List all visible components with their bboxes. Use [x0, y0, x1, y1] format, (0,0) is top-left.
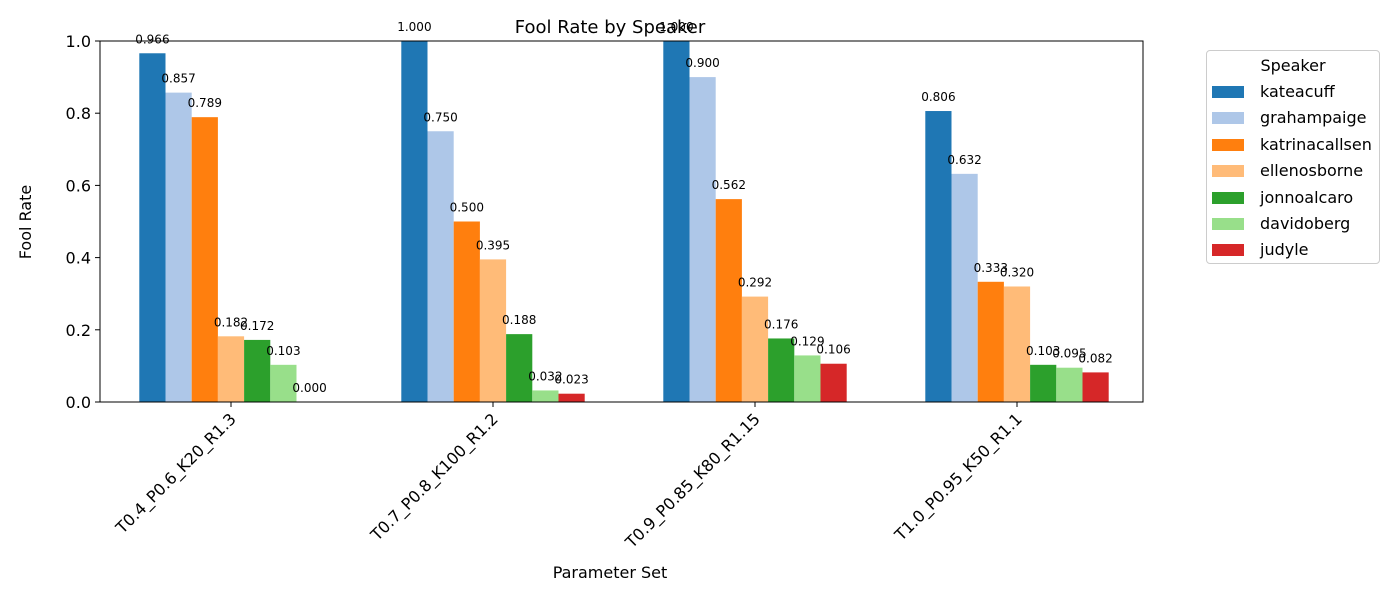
value-label-kateacuff-2: 1.000: [397, 20, 431, 34]
legend-swatch: [1212, 218, 1244, 230]
y-tick-label: 0.6: [66, 176, 91, 195]
legend-item-judyle: judyle: [1212, 240, 1377, 262]
value-label-ellenosborne-2: 0.395: [476, 238, 510, 252]
value-label-grahampaige-2: 0.750: [423, 110, 457, 124]
value-label-kateacuff-3: 1.000: [659, 20, 693, 34]
legend-item-jonnoalcaro: jonnoalcaro: [1212, 188, 1377, 210]
value-label-ellenosborne-4: 0.320: [1000, 265, 1034, 279]
value-label-katrinacallsen-1: 0.789: [188, 96, 222, 110]
bar-davidoberg-4: [1056, 367, 1083, 402]
value-label-davidoberg-2: 0.032: [528, 369, 562, 383]
value-label-grahampaige-4: 0.632: [947, 153, 981, 167]
bar-grahampaige-4: [951, 173, 978, 402]
bar-kateacuff-2: [401, 41, 428, 402]
legend-item-grahampaige: grahampaige: [1212, 108, 1377, 130]
value-label-judyle-2: 0.023: [554, 373, 588, 387]
bar-value-labels: 0.966 1.000 1.000 0.806 0.857 0.750 0.900 0.632…: [135, 20, 1113, 395]
legend-swatch: [1212, 165, 1244, 178]
legend-swatch: [1212, 138, 1244, 151]
bar-jonnoalcaro-3: [768, 338, 795, 402]
bar-judyle-2: [558, 393, 585, 402]
value-label-kateacuff-4: 0.806: [921, 90, 955, 104]
legend-label: davidoberg: [1260, 214, 1351, 233]
value-label-jonnoalcaro-3: 0.176: [764, 317, 798, 331]
y-tick-label: 0.0: [66, 393, 91, 412]
legend-label: ellenosborne: [1260, 161, 1364, 181]
plot-frame: [99, 40, 1144, 403]
value-label-katrinacallsen-2: 0.500: [450, 201, 484, 215]
y-tick-label: 0.8: [66, 104, 91, 123]
legend-label: katrinacallsen: [1260, 134, 1372, 154]
x-axis-ticks: T0.4_P0.6_K20_R1.3 T0.7_P0.8_K100_R1.2 T0.…: [111, 402, 1027, 553]
bar-davidoberg-3: [794, 355, 821, 402]
bar-ellenosborne-1: [217, 336, 245, 402]
legend-label: kateacuff: [1260, 82, 1335, 101]
value-label-jonnoalcaro-1: 0.172: [240, 319, 274, 333]
bar-grahampaige-3: [689, 77, 716, 402]
x-tick-label: T0.7_P0.8_K100_R1.2: [366, 409, 502, 545]
bar-davidoberg-1: [270, 364, 297, 402]
y-tick-label: 1.0: [66, 32, 91, 51]
value-label-davidoberg-4: 0.095: [1052, 347, 1086, 361]
bar-grahampaige-1: [165, 92, 192, 403]
y-tick-label: 0.2: [66, 321, 91, 340]
bar-jonnoalcaro-4: [1030, 364, 1057, 402]
value-label-kateacuff-1: 0.966: [135, 32, 169, 46]
bars-layer: [139, 41, 1109, 403]
bar-davidoberg-2: [532, 390, 559, 402]
value-label-katrinacallsen-4: 0.333: [974, 261, 1008, 275]
bar-kateacuff-1: [139, 53, 166, 403]
value-label-grahampaige-3: 0.900: [685, 56, 719, 70]
bar-kateacuff-4: [925, 111, 952, 402]
value-label-ellenosborne-3: 0.292: [738, 276, 772, 290]
bar-katrinacallsen-2: [453, 221, 480, 402]
chart-title: Fool Rate by Speaker: [515, 17, 706, 38]
bar-katrinacallsen-1: [191, 117, 218, 403]
legend-item-kateacuff: kateacuff: [1212, 82, 1377, 104]
value-label-grahampaige-1: 0.857: [161, 72, 195, 86]
value-label-jonnoalcaro-4: 0.103: [1026, 344, 1060, 358]
x-tick-label: T1.0_P0.95_K50_R1.1: [890, 409, 1026, 545]
bar-ellenosborne-2: [479, 259, 507, 402]
bar-grahampaige-2: [427, 131, 454, 402]
bar-katrinacallsen-3: [715, 199, 742, 402]
bar-judyle-4: [1082, 372, 1109, 402]
legend-label: judyle: [1260, 240, 1309, 260]
y-axis-ticks: 0.0 0.2 0.4 0.6 0.8 1.0: [66, 32, 100, 412]
bar-kateacuff-3: [663, 41, 690, 402]
value-label-davidoberg-3: 0.129: [790, 334, 824, 348]
legend-swatch: [1212, 244, 1244, 257]
x-axis-label: Parameter Set: [553, 563, 668, 582]
x-tick-label: T0.9_P0.85_K80_R1.15: [621, 409, 765, 553]
y-axis-label: Fool Rate: [16, 185, 35, 259]
value-label-jonnoalcaro-2: 0.188: [502, 313, 536, 327]
legend-swatch: [1212, 86, 1244, 98]
value-label-judyle-4: 0.082: [1078, 351, 1112, 365]
x-tick-label: T0.4_P0.6_K20_R1.3: [111, 409, 240, 538]
legend-swatch: [1212, 112, 1244, 125]
y-tick-label: 0.4: [66, 249, 91, 268]
bar-ellenosborne-3: [741, 296, 769, 402]
legend-item-katrinacallsen: katrinacallsen: [1212, 135, 1377, 157]
bar-jonnoalcaro-2: [506, 334, 533, 402]
value-label-davidoberg-1: 0.103: [266, 344, 300, 358]
value-label-judyle-1: 0.000: [292, 381, 326, 395]
legend: Speaker kateacuff grahampaige katrinacalls…: [1206, 50, 1380, 264]
legend-title: Speaker: [1260, 56, 1326, 75]
bar-katrinacallsen-4: [977, 281, 1004, 402]
legend-label: jonnoalcaro: [1260, 187, 1354, 207]
bar-judyle-3: [820, 363, 847, 402]
legend-swatch: [1212, 191, 1244, 204]
legend-item-davidoberg: davidoberg: [1212, 214, 1377, 236]
value-label-ellenosborne-1: 0.182: [214, 315, 248, 329]
value-label-judyle-3: 0.106: [816, 343, 850, 357]
legend-item-ellenosborne: ellenosborne: [1212, 161, 1377, 183]
bar-ellenosborne-4: [1003, 286, 1031, 402]
legend-label: grahampaige: [1260, 108, 1367, 128]
bar-jonnoalcaro-1: [244, 339, 271, 402]
value-label-katrinacallsen-3: 0.562: [712, 178, 746, 192]
